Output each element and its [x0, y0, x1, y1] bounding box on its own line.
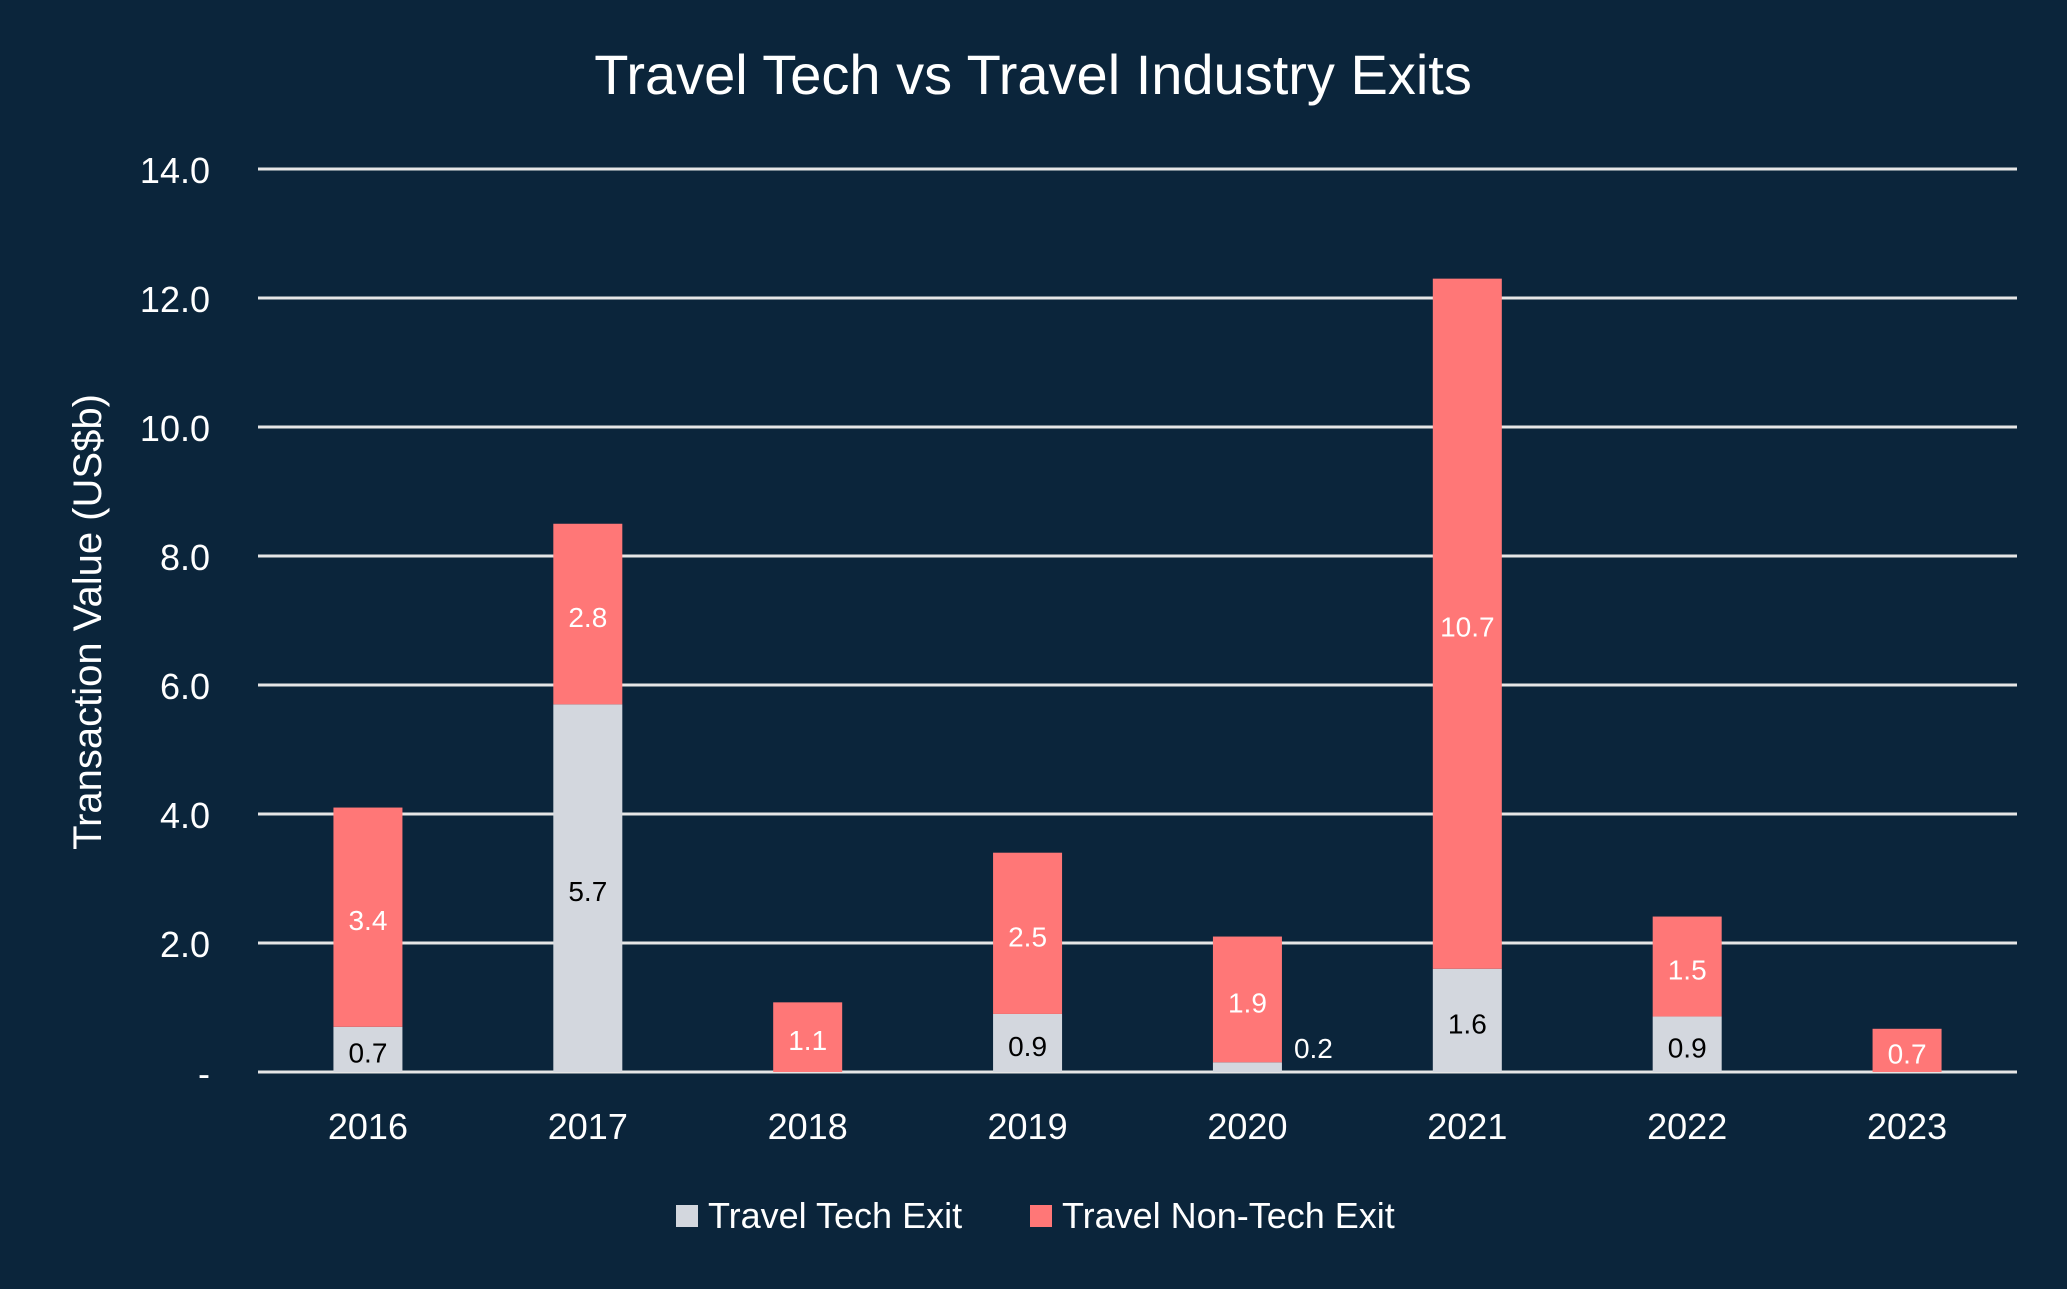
bar-data-label: 3.4 — [348, 905, 387, 936]
legend-swatch — [676, 1205, 698, 1227]
y-tick-label: 12.0 — [140, 279, 210, 320]
y-tick-label: 2.0 — [160, 924, 210, 965]
bars — [333, 278, 1942, 1072]
x-axis-ticks: 2016 2017 2018 2019 2020 2021 2022 2023 — [328, 1106, 1947, 1147]
bar-data-label: 1.9 — [1228, 987, 1267, 1018]
bar-tech-2017 — [553, 704, 623, 1072]
bar-data-label: 0.7 — [348, 1037, 387, 1068]
legend-swatch — [1030, 1205, 1052, 1227]
y-tick-label: 8.0 — [160, 537, 210, 578]
gridlines — [258, 167, 2017, 1074]
bar-data-label: 0.2 — [1294, 1033, 1333, 1064]
x-tick-label: 2023 — [1867, 1106, 1947, 1147]
bar-tech-2016 — [333, 1026, 403, 1072]
bar-data-label: 0.9 — [1008, 1031, 1047, 1062]
y-tick-label: 6.0 — [160, 666, 210, 707]
legend-label: Travel Tech Exit — [708, 1195, 962, 1236]
chart-title: Travel Tech vs Travel Industry Exits — [594, 43, 1472, 106]
y-tick-label: - — [198, 1053, 210, 1094]
bar-tech-2021 — [1432, 968, 1502, 1072]
x-tick-label: 2019 — [988, 1106, 1068, 1147]
bar-non-tech-2018 — [773, 1002, 843, 1072]
bar-tech-2019 — [993, 1013, 1063, 1072]
bar-data-labels: 0.7 3.4 5.7 2.8 1.1 0.9 2.5 0.2 1.9 1.6 10.7 0.9 1.5… — [348, 602, 1926, 1069]
bar-data-label: 10.7 — [1440, 612, 1495, 643]
x-tick-label: 2020 — [1207, 1106, 1287, 1147]
bar-data-label: 0.7 — [1888, 1038, 1927, 1069]
bar-data-label: 0.9 — [1668, 1032, 1707, 1063]
legend-label: Travel Non-Tech Exit — [1062, 1195, 1395, 1236]
y-tick-label: 4.0 — [160, 795, 210, 836]
legend: Travel Tech Exit Travel Non-Tech Exit — [676, 1195, 1395, 1236]
bar-tech-2022 — [1652, 1016, 1722, 1072]
bar-non-tech-2017 — [553, 523, 623, 705]
y-axis-ticks: - 2.0 4.0 6.0 8.0 10.0 12.0 14.0 — [140, 150, 210, 1094]
y-tick-label: 10.0 — [140, 408, 210, 449]
y-axis-label: Transaction Value (US$b) — [66, 394, 110, 850]
bar-data-label: 2.5 — [1008, 921, 1047, 952]
bar-data-label: 1.5 — [1668, 955, 1707, 986]
bar-non-tech-2016 — [333, 807, 403, 1027]
x-tick-label: 2017 — [548, 1106, 628, 1147]
bar-data-label: 1.6 — [1448, 1008, 1487, 1039]
bar-data-label: 5.7 — [568, 876, 607, 907]
x-tick-label: 2022 — [1647, 1106, 1727, 1147]
bar-data-label: 2.8 — [568, 602, 607, 633]
x-tick-label: 2021 — [1427, 1106, 1507, 1147]
bar-non-tech-2021 — [1432, 278, 1502, 969]
bar-non-tech-2019 — [993, 852, 1063, 1014]
bar-tech-2020 — [1212, 1062, 1282, 1072]
x-tick-label: 2018 — [768, 1106, 848, 1147]
y-tick-label: 14.0 — [140, 150, 210, 191]
bar-data-label: 1.1 — [788, 1025, 827, 1056]
bar-non-tech-2020 — [1212, 936, 1282, 1063]
x-tick-label: 2016 — [328, 1106, 408, 1147]
bar-non-tech-2022 — [1652, 916, 1722, 1017]
bar-non-tech-2023 — [1872, 1028, 1942, 1072]
